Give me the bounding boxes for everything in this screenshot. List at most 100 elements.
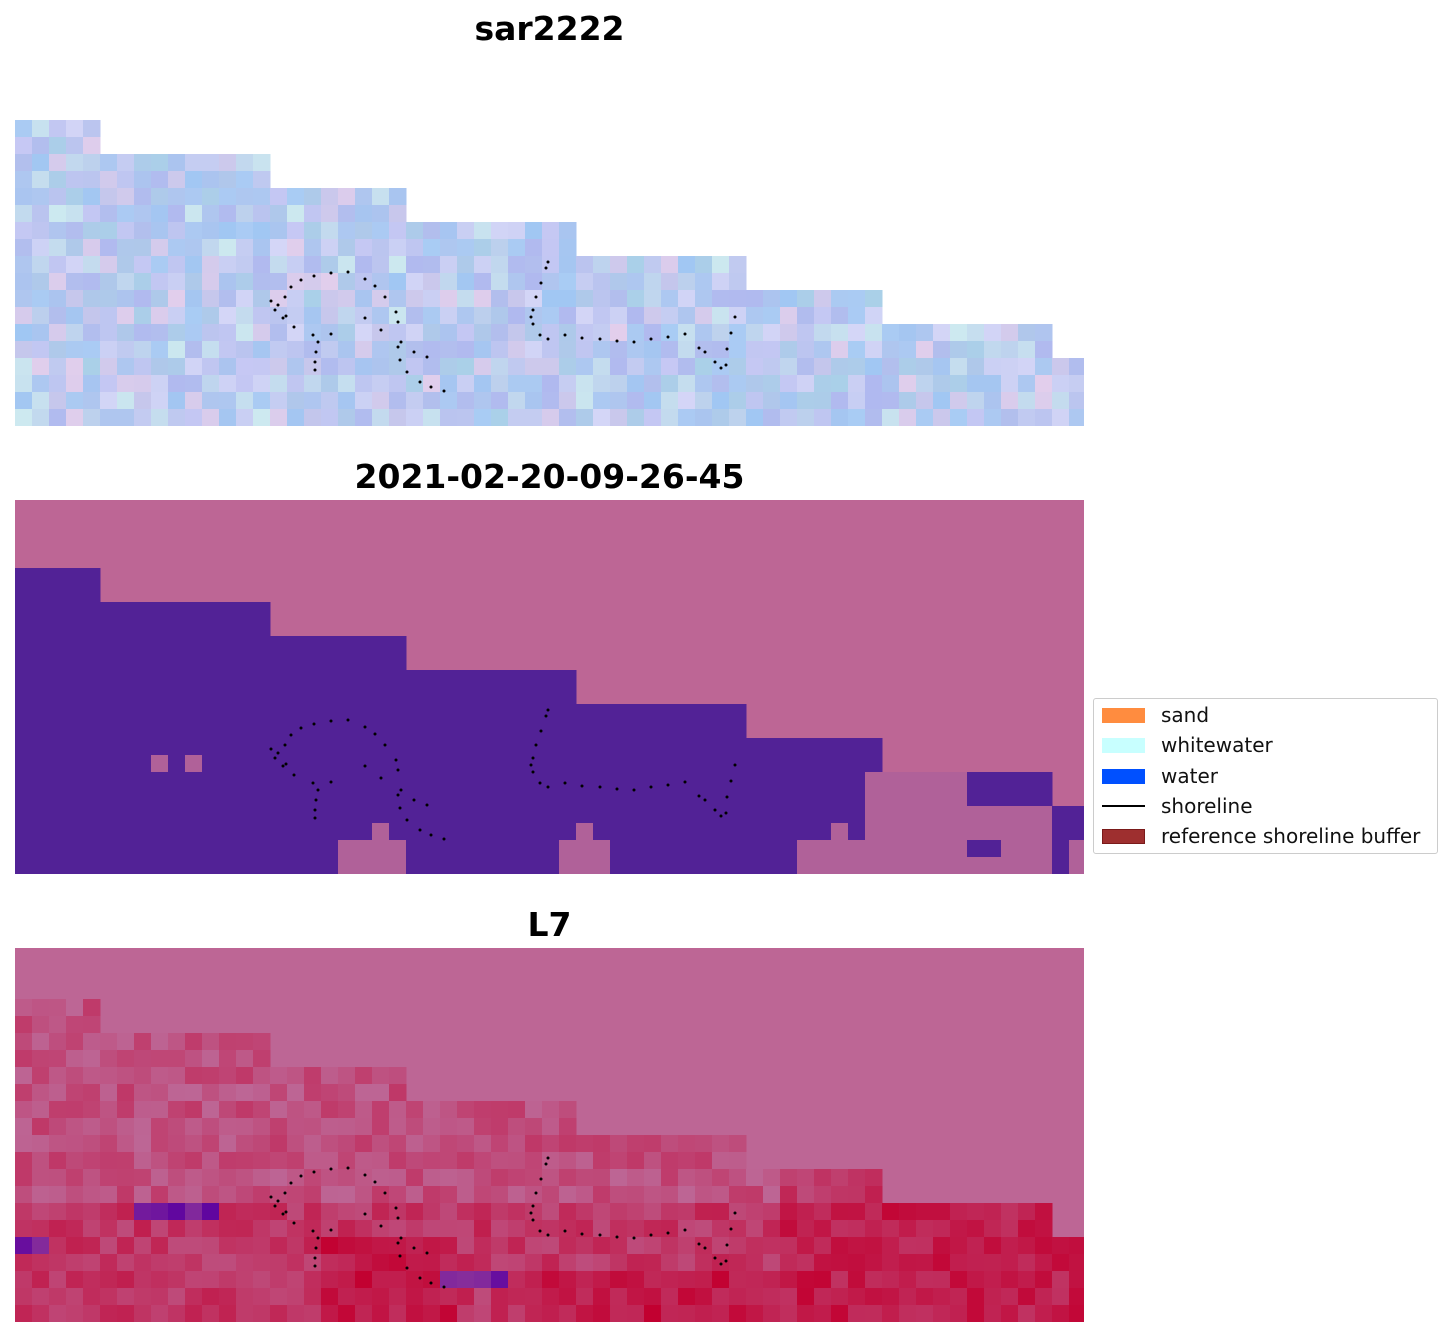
class-pixel bbox=[695, 704, 713, 722]
class-pixel bbox=[593, 738, 611, 756]
class-pixel bbox=[168, 619, 186, 637]
index-pixel bbox=[83, 1237, 101, 1255]
index-pixel bbox=[440, 1152, 458, 1170]
class-pixel bbox=[695, 721, 713, 739]
class-pixel bbox=[270, 653, 288, 671]
rgb-pixel bbox=[457, 409, 475, 426]
class-pixel bbox=[83, 619, 101, 637]
class-pixel bbox=[644, 840, 662, 858]
class-pixel bbox=[236, 670, 254, 688]
index-pixel bbox=[49, 1288, 67, 1306]
index-pixel bbox=[338, 1118, 356, 1136]
index-pixel bbox=[202, 1169, 220, 1187]
index-pixel bbox=[474, 1305, 492, 1322]
rgb-pixel bbox=[423, 239, 441, 257]
class-pixel bbox=[355, 670, 373, 688]
rgb-pixel bbox=[440, 375, 458, 393]
index-pixel bbox=[338, 1237, 356, 1255]
index-pixel bbox=[440, 1220, 458, 1238]
index-pixel bbox=[32, 1271, 50, 1289]
class-pixel bbox=[508, 687, 526, 705]
index-pixel bbox=[882, 1203, 900, 1221]
index-pixel bbox=[406, 1220, 424, 1238]
index-pixel bbox=[576, 1169, 594, 1187]
index-pixel bbox=[168, 1050, 186, 1068]
index-pixel bbox=[270, 1084, 288, 1102]
index-pixel bbox=[576, 1237, 594, 1255]
shoreline-point bbox=[273, 1204, 277, 1208]
class-pixel bbox=[372, 840, 390, 858]
rgb-pixel bbox=[49, 392, 67, 410]
class-pixel bbox=[882, 840, 900, 858]
rgb-pixel bbox=[117, 324, 135, 342]
index-pixel bbox=[389, 1067, 407, 1085]
class-pixel bbox=[355, 806, 373, 824]
rgb-pixel bbox=[134, 324, 152, 342]
class-pixel bbox=[440, 823, 458, 841]
class-pixel bbox=[32, 568, 50, 586]
class-pixel bbox=[661, 789, 679, 807]
rgb-pixel bbox=[49, 375, 67, 393]
rgb-pixel bbox=[967, 324, 985, 342]
shoreline-point bbox=[703, 798, 707, 802]
rgb-pixel bbox=[474, 290, 492, 308]
index-pixel bbox=[644, 1237, 662, 1255]
rgb-pixel bbox=[457, 358, 475, 376]
index-pixel bbox=[134, 1237, 152, 1255]
rgb-pixel bbox=[899, 341, 917, 359]
class-pixel bbox=[593, 755, 611, 773]
rgb-pixel bbox=[695, 341, 713, 359]
class-pixel bbox=[32, 653, 50, 671]
index-pixel bbox=[984, 1237, 1002, 1255]
class-pixel bbox=[440, 704, 458, 722]
shoreline-point bbox=[538, 333, 542, 337]
rgb-pixel bbox=[661, 290, 679, 308]
index-pixel bbox=[644, 1254, 662, 1272]
class-pixel bbox=[117, 687, 135, 705]
rgb-pixel bbox=[219, 205, 237, 223]
shoreline-point bbox=[531, 756, 535, 760]
rgb-pixel bbox=[270, 205, 288, 223]
class-pixel bbox=[15, 840, 33, 858]
class-pixel bbox=[49, 687, 67, 705]
rgb-pixel bbox=[66, 120, 84, 138]
rgb-pixel bbox=[338, 307, 356, 325]
index-pixel bbox=[83, 999, 101, 1017]
index-pixel bbox=[508, 1169, 526, 1187]
class-pixel bbox=[814, 738, 832, 756]
class-pixel bbox=[236, 687, 254, 705]
shoreline-point bbox=[396, 793, 400, 797]
class-pixel bbox=[610, 806, 628, 824]
index-pixel bbox=[457, 1237, 475, 1255]
index-pixel bbox=[763, 1237, 781, 1255]
shoreline-point bbox=[632, 340, 636, 344]
rgb-pixel bbox=[712, 256, 730, 274]
class-pixel bbox=[746, 772, 764, 790]
rgb-pixel bbox=[763, 392, 781, 410]
class-pixel bbox=[474, 721, 492, 739]
class-pixel bbox=[729, 738, 747, 756]
index-pixel bbox=[185, 1067, 203, 1085]
rgb-pixel bbox=[270, 409, 288, 426]
rgb-pixel bbox=[321, 358, 339, 376]
index-pixel bbox=[712, 1271, 730, 1289]
rgb-pixel bbox=[457, 375, 475, 393]
index-pixel bbox=[406, 1237, 424, 1255]
index-pixel bbox=[117, 1237, 135, 1255]
rgb-pixel bbox=[610, 307, 628, 325]
index-pixel bbox=[83, 1254, 101, 1272]
rgb-pixel bbox=[627, 392, 645, 410]
index-pixel bbox=[168, 1152, 186, 1170]
class-pixel bbox=[508, 857, 526, 874]
rgb-pixel bbox=[899, 375, 917, 393]
index-pixel bbox=[712, 1152, 730, 1170]
index-pixel bbox=[355, 1152, 373, 1170]
class-pixel bbox=[729, 704, 747, 722]
index-pixel bbox=[168, 1203, 186, 1221]
index-pixel bbox=[440, 1101, 458, 1119]
shoreline-point bbox=[546, 708, 550, 712]
index-pixel bbox=[253, 1118, 271, 1136]
shoreline-point bbox=[311, 1229, 315, 1233]
shoreline-point bbox=[329, 271, 333, 275]
rgb-pixel bbox=[32, 137, 50, 155]
